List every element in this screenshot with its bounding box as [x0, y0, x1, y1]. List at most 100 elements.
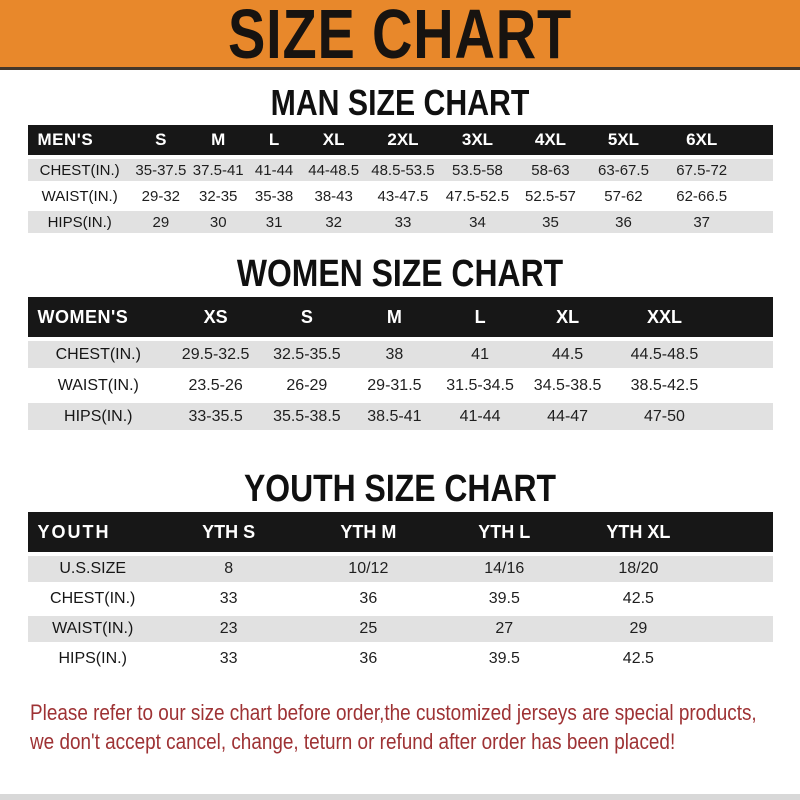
table-cell: 38.5-41: [351, 403, 438, 430]
table-row: HIPS(IN.) 33-35.5 35.5-38.5 38.5-41 41-4…: [27, 403, 773, 430]
table-cell: 30: [189, 211, 247, 233]
row-label: HIPS(IN.): [27, 646, 158, 672]
spacer-cell: [716, 297, 773, 337]
spacer-cell: [705, 646, 773, 672]
table-row: U.S.SIZE 8 10/12 14/16 18/20: [27, 556, 773, 582]
title-banner: SIZE CHART: [0, 0, 800, 70]
column-header: YTH XL: [571, 512, 706, 552]
column-header: S: [262, 297, 352, 337]
footer-line-1: Please refer to our size chart before or…: [30, 700, 757, 725]
table-cell: 27: [437, 616, 572, 642]
table-cell: 8: [157, 556, 300, 582]
youth-corner-label: YOUTH: [27, 512, 158, 552]
spacer-cell: [742, 211, 773, 233]
table-cell: 47.5-52.5: [440, 185, 515, 207]
table-cell: 29: [571, 616, 706, 642]
table-cell: 34.5-38.5: [522, 372, 613, 399]
table-cell: 44.5-48.5: [612, 341, 717, 368]
men-section-heading: MAN SIZE CHART: [270, 82, 530, 123]
column-header: XXL: [612, 297, 717, 337]
youth-header-row: YOUTH YTH S YTH M YTH L YTH XL: [27, 512, 773, 552]
spacer-cell: [705, 586, 773, 612]
table-cell: 35: [514, 211, 587, 233]
table-cell: 29: [131, 211, 190, 233]
table-cell: 10/12: [299, 556, 438, 582]
table-cell: 36: [299, 586, 438, 612]
youth-size-table: YOUTH YTH S YTH M YTH L YTH XL U.S.SIZE …: [27, 508, 773, 676]
table-cell: 67.5-72: [660, 159, 743, 181]
table-row: WAIST(IN.) 23 25 27 29: [27, 616, 773, 642]
table-cell: 44-48.5: [301, 159, 366, 181]
column-header: 3XL: [440, 125, 515, 155]
table-cell: 43-47.5: [365, 185, 441, 207]
table-cell: 33-35.5: [169, 403, 263, 430]
women-header-row: WOMEN'S XS S M L XL XXL: [27, 297, 773, 337]
table-cell: 38-43: [301, 185, 366, 207]
table-cell: 44.5: [522, 341, 613, 368]
table-cell: 33: [365, 211, 441, 233]
column-header: XL: [301, 125, 366, 155]
table-cell: 58-63: [514, 159, 587, 181]
table-row: CHEST(IN.) 35-37.5 37.5-41 41-44 44-48.5…: [27, 159, 773, 181]
column-header: 6XL: [660, 125, 743, 155]
table-cell: 23: [157, 616, 300, 642]
row-label: U.S.SIZE: [27, 556, 158, 582]
table-cell: 32-35: [189, 185, 247, 207]
table-cell: 57-62: [586, 185, 661, 207]
table-cell: 36: [586, 211, 661, 233]
table-cell: 42.5: [571, 586, 706, 612]
men-header-row: MEN'S S M L XL 2XL 3XL 4XL 5XL 6XL: [27, 125, 773, 155]
spacer-cell: [705, 512, 773, 552]
table-cell: 36: [299, 646, 438, 672]
page-title: SIZE CHART: [228, 0, 572, 73]
table-cell: 39.5: [437, 646, 572, 672]
row-label: WAIST(IN.): [27, 616, 158, 642]
spacer-cell: [705, 556, 773, 582]
table-row: HIPS(IN.) 29 30 31 32 33 34 35 36 37: [27, 211, 773, 233]
table-cell: 18/20: [571, 556, 706, 582]
table-cell: 29-32: [131, 185, 190, 207]
column-header: M: [351, 297, 438, 337]
men-size-table: MEN'S S M L XL 2XL 3XL 4XL 5XL 6XL CHEST…: [27, 121, 773, 237]
column-header: XL: [522, 297, 613, 337]
table-row: HIPS(IN.) 33 36 39.5 42.5: [27, 646, 773, 672]
women-section-heading: WOMEN SIZE CHART: [236, 253, 564, 295]
row-label: CHEST(IN.): [27, 341, 170, 368]
table-cell: 35-38: [246, 185, 302, 207]
table-cell: 38.5-42.5: [612, 372, 717, 399]
table-cell: 37.5-41: [189, 159, 247, 181]
table-cell: 38: [351, 341, 438, 368]
table-cell: 14/16: [437, 556, 572, 582]
table-cell: 37: [660, 211, 743, 233]
spacer-cell: [716, 341, 773, 368]
table-cell: 62-66.5: [660, 185, 743, 207]
spacer-cell: [716, 372, 773, 399]
table-cell: 33: [157, 586, 300, 612]
column-header: 4XL: [514, 125, 587, 155]
table-cell: 48.5-53.5: [365, 159, 441, 181]
spacer-cell: [742, 159, 773, 181]
column-header: S: [131, 125, 190, 155]
table-row: CHEST(IN.) 33 36 39.5 42.5: [27, 586, 773, 612]
column-header: 2XL: [365, 125, 441, 155]
footer-line-2: we don't accept cancel, change, teturn o…: [30, 729, 676, 754]
spacer-cell: [742, 125, 773, 155]
table-cell: 63-67.5: [586, 159, 661, 181]
row-label: HIPS(IN.): [27, 403, 170, 430]
column-header: YTH L: [437, 512, 572, 552]
spacer-cell: [716, 403, 773, 430]
row-label: CHEST(IN.): [27, 586, 158, 612]
table-cell: 35.5-38.5: [262, 403, 352, 430]
table-cell: 34: [440, 211, 515, 233]
bottom-edge-strip: [0, 794, 800, 800]
column-header: XS: [169, 297, 263, 337]
table-cell: 32: [301, 211, 366, 233]
table-row: WAIST(IN.) 29-32 32-35 35-38 38-43 43-47…: [27, 185, 773, 207]
table-row: WAIST(IN.) 23.5-26 26-29 29-31.5 31.5-34…: [27, 372, 773, 399]
table-cell: 23.5-26: [169, 372, 263, 399]
table-cell: 42.5: [571, 646, 706, 672]
table-cell: 33: [157, 646, 300, 672]
row-label: HIPS(IN.): [27, 211, 132, 233]
table-cell: 53.5-58: [440, 159, 515, 181]
